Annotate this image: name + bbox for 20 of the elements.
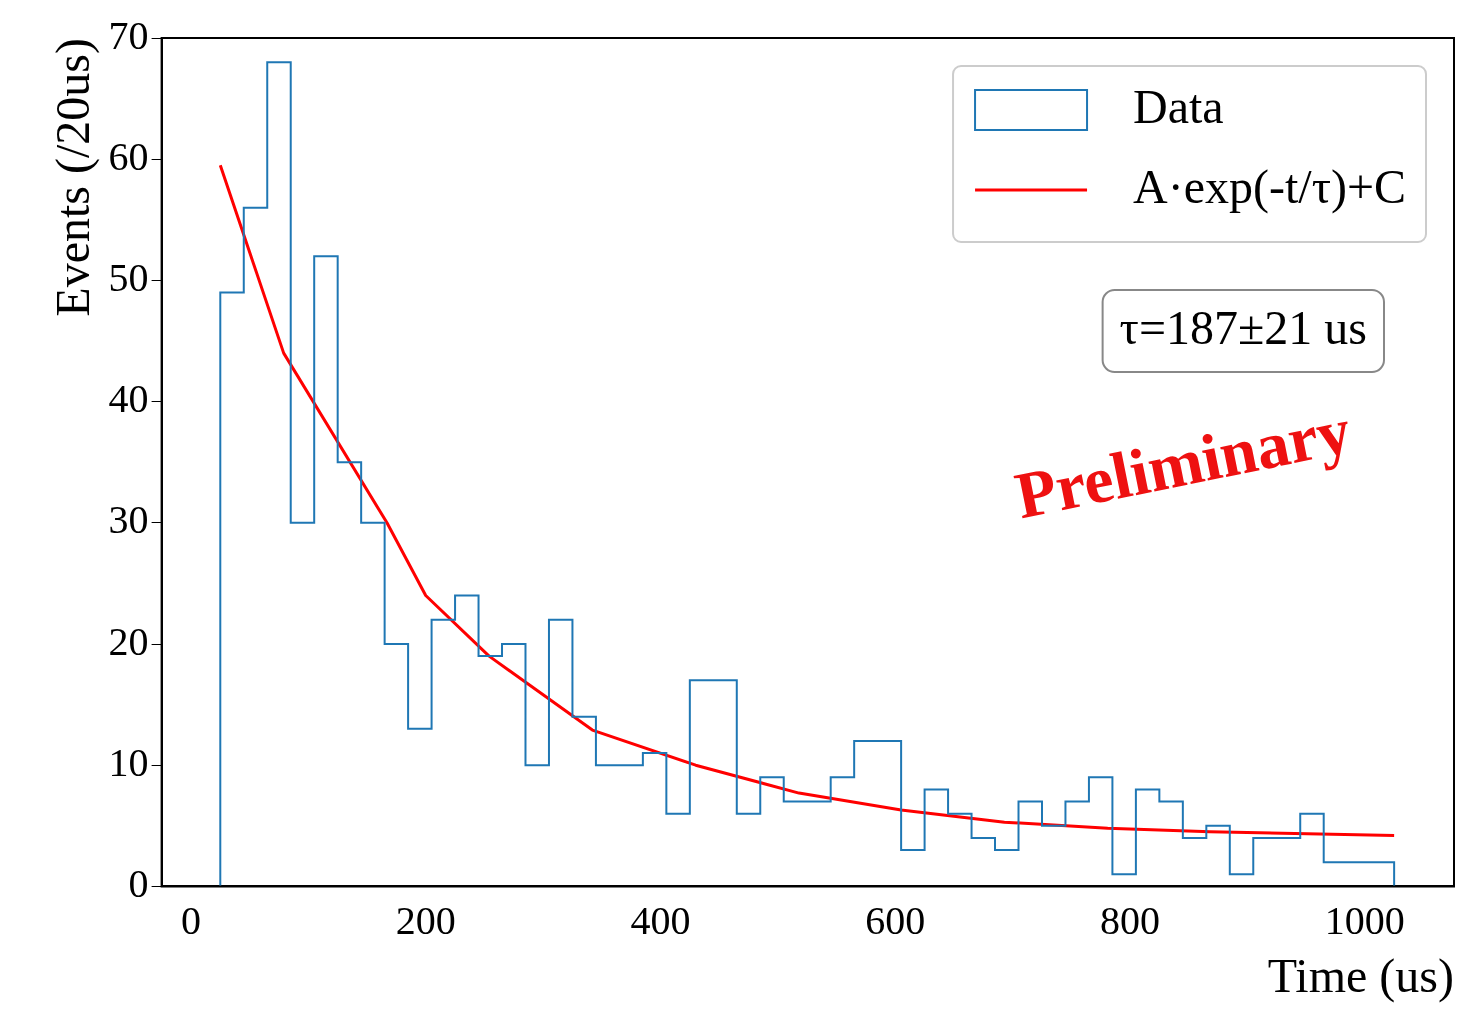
y-axis-title: Events (/20us) — [46, 38, 101, 317]
annotation: Preliminary — [1009, 393, 1357, 533]
x-axis-title: Time (us) — [1267, 948, 1454, 1003]
legend-label: Data — [1133, 79, 1224, 133]
y-tick-label: 40 — [108, 376, 149, 422]
y-tick-label: 60 — [108, 133, 149, 179]
x-tick-label: 800 — [1100, 897, 1161, 943]
x-tick-label: 0 — [180, 897, 201, 943]
annotation: τ=187±21 us — [1119, 300, 1368, 354]
legend-label: A·exp(-t/τ)+C — [1133, 159, 1406, 214]
x-tick-label: 1000 — [1324, 897, 1405, 943]
y-tick-label: 0 — [128, 860, 149, 906]
x-tick-label: 400 — [630, 897, 691, 943]
x-tick-label: 200 — [395, 897, 456, 943]
y-tick-label: 70 — [108, 12, 149, 58]
y-tick-label: 30 — [108, 497, 149, 543]
x-tick-label: 600 — [865, 897, 926, 943]
y-tick-label: 50 — [108, 254, 149, 300]
y-tick-label: 20 — [108, 618, 149, 664]
y-tick-label: 10 — [108, 739, 149, 785]
